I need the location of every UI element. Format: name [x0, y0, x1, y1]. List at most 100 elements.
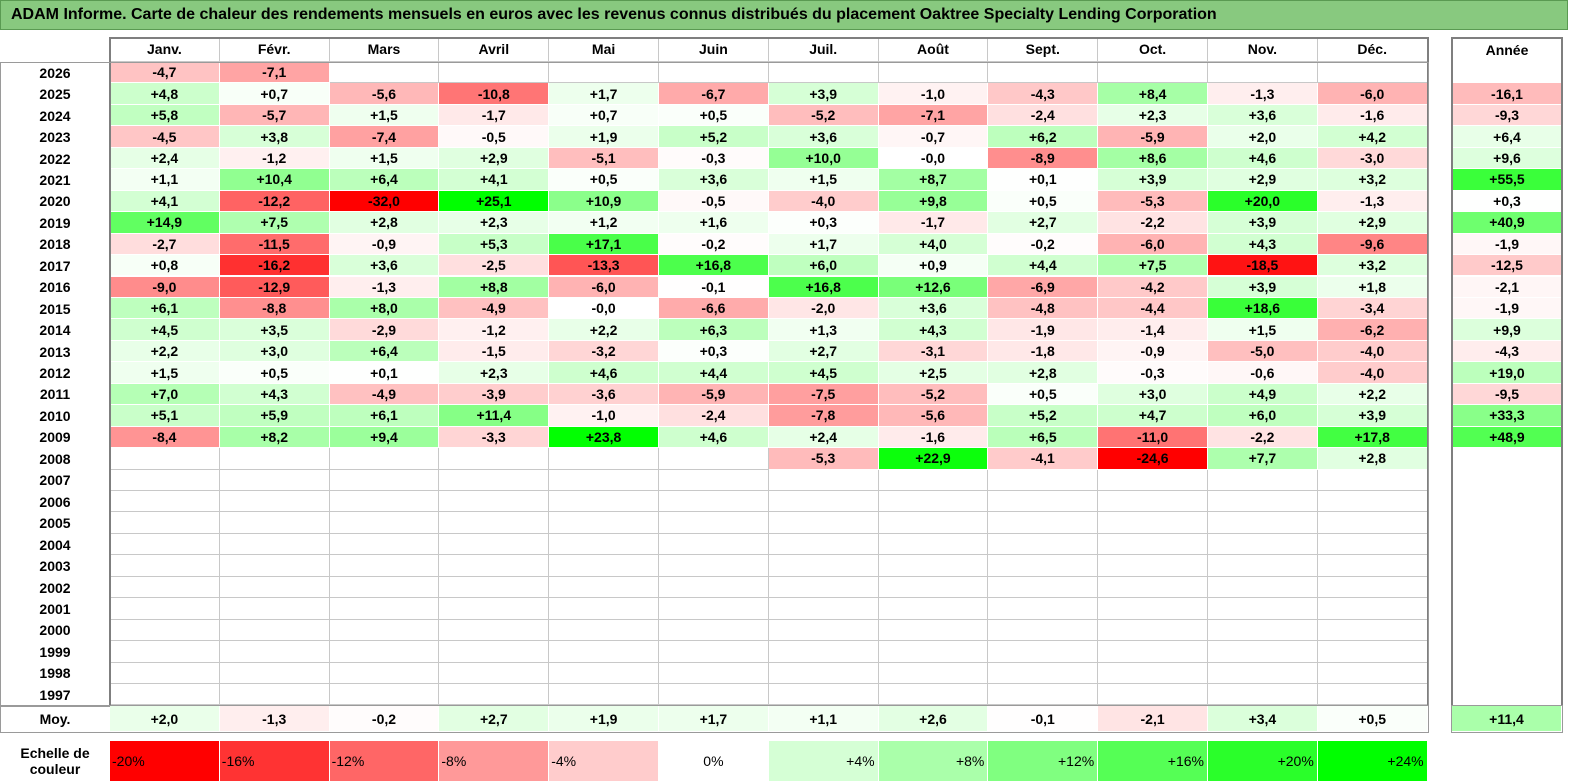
- heatmap-cell: [1208, 469, 1318, 491]
- heatmap-cell: [329, 491, 440, 513]
- heatmap-cell: +4,6: [1208, 147, 1318, 170]
- heatmap-cell: [329, 448, 440, 470]
- heatmap-cell: -0,7: [878, 126, 989, 148]
- annual-cell: +9,6: [1452, 147, 1562, 170]
- scale-swatch: -16%: [219, 741, 330, 781]
- heatmap-cell: -0,9: [1098, 340, 1208, 363]
- average-cell: +3,4: [1208, 706, 1318, 732]
- heatmap-cell: -11,0: [1098, 426, 1208, 449]
- scale-swatch: -8%: [439, 741, 550, 781]
- year-label: 2019: [39, 214, 71, 231]
- annual-cell: +9,9: [1452, 319, 1562, 341]
- heatmap-cell: [219, 619, 330, 642]
- heatmap-cell: +6,5: [988, 426, 1099, 449]
- heatmap-cell: -12,2: [219, 190, 330, 213]
- heatmap-cell: [110, 619, 220, 642]
- heatmap-cell: [110, 576, 220, 599]
- scale-swatch: -20%: [110, 741, 220, 781]
- heatmap-cell: +12,6: [878, 276, 989, 298]
- heatmap-cell: -5,2: [878, 383, 989, 406]
- heatmap-cell: [110, 491, 220, 513]
- heatmap-cell: -1,4: [1098, 319, 1208, 341]
- heatmap-cell: +9,4: [329, 426, 440, 449]
- heatmap-cell: -13,3: [549, 255, 659, 277]
- heatmap-cell: [110, 533, 220, 556]
- heatmap-cell: -2,2: [1098, 212, 1208, 234]
- heatmap-cell: [659, 598, 769, 620]
- heatmap-cell: +7,5: [1098, 255, 1208, 277]
- year-label: 2007: [39, 472, 71, 489]
- heatmap-cell: +5,2: [659, 126, 769, 148]
- heatmap-cell: +3,0: [219, 340, 330, 363]
- heatmap-cell: [659, 469, 769, 491]
- year-label: 2006: [39, 493, 71, 510]
- heatmap-cell: [988, 555, 1099, 577]
- heatmap-cell: +3,9: [768, 83, 879, 105]
- heatmap-cell: +3,2: [1317, 169, 1428, 191]
- year-label: 2008: [39, 450, 71, 467]
- heatmap-cell: +0,5: [659, 104, 769, 127]
- heatmap-cell: [439, 469, 550, 491]
- heatmap-cell: [1317, 533, 1428, 556]
- month-header: Mars: [329, 37, 440, 62]
- year-label: 2009: [39, 429, 71, 446]
- heatmap-cell: [1098, 491, 1208, 513]
- annual-cell: [1452, 641, 1562, 663]
- heatmap-cell: +0,5: [549, 169, 659, 191]
- heatmap-cell: +10,0: [768, 147, 879, 170]
- year-label: 2014: [39, 322, 71, 339]
- heatmap-cell: -6,2: [1317, 319, 1428, 341]
- heatmap-cell: [329, 684, 440, 706]
- month-header: Déc.: [1317, 37, 1428, 62]
- heatmap-cell: -1,8: [988, 340, 1099, 363]
- heatmap-cell: +0,5: [219, 362, 330, 384]
- average-cell: -0,2: [329, 706, 440, 732]
- heatmap-cell: [1098, 641, 1208, 663]
- heatmap-cell: +5,1: [110, 405, 220, 427]
- heatmap-cell: -4,1: [988, 448, 1099, 470]
- heatmap-cell: +3,9: [1317, 405, 1428, 427]
- heatmap-cell: [1317, 619, 1428, 642]
- annual-cell: +33,3: [1452, 405, 1562, 427]
- year-label: 2013: [39, 343, 71, 360]
- year-label: 2026: [39, 64, 71, 81]
- scale-label: Echelle de couleur: [0, 741, 110, 781]
- heatmap-cell: +2,5: [878, 362, 989, 384]
- heatmap-cell: +3,0: [1098, 383, 1208, 406]
- heatmap-cell: -6,7: [659, 83, 769, 105]
- heatmap-cell: +2,2: [110, 340, 220, 363]
- year-label: 2022: [39, 150, 71, 167]
- scale-swatch: +4%: [768, 741, 879, 781]
- heatmap-cell: +14,9: [110, 212, 220, 234]
- heatmap-cell: -4,0: [1317, 362, 1428, 384]
- heatmap-cell: [219, 576, 330, 599]
- heatmap-cell: +4,5: [768, 362, 879, 384]
- annual-cell: -1,9: [1452, 233, 1562, 256]
- heatmap-cell: -4,5: [110, 126, 220, 148]
- year-label: 2016: [39, 279, 71, 296]
- heatmap-cell: +2,3: [439, 362, 550, 384]
- heatmap-cell: [549, 448, 659, 470]
- heatmap-cell: +1,9: [549, 126, 659, 148]
- heatmap-cell: [988, 512, 1099, 534]
- heatmap-cell: -4,7: [110, 62, 220, 84]
- heatmap-cell: [549, 662, 659, 685]
- heatmap-cell: +3,8: [219, 126, 330, 148]
- heatmap-cell: +7,5: [219, 212, 330, 234]
- average-cell: +2,0: [110, 706, 220, 732]
- heatmap-cell: [1208, 619, 1318, 642]
- heatmap-cell: [988, 619, 1099, 642]
- heatmap-cell: [219, 533, 330, 556]
- heatmap-cell: [110, 684, 220, 706]
- scale-swatch: 0%: [659, 741, 769, 781]
- heatmap-cell: +3,9: [1098, 169, 1208, 191]
- heatmap-cell: [988, 491, 1099, 513]
- heatmap-cell: +6,1: [110, 297, 220, 320]
- heatmap-cell: [768, 576, 879, 599]
- heatmap-cell: -3,9: [439, 383, 550, 406]
- heatmap-cell: +2,8: [988, 362, 1099, 384]
- heatmap-cell: -1,2: [439, 319, 550, 341]
- heatmap-cell: [219, 469, 330, 491]
- annual-cell: -9,5: [1452, 383, 1562, 406]
- year-label: 2012: [39, 365, 71, 382]
